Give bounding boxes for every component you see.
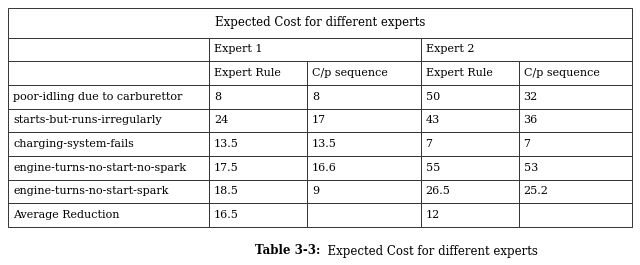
Bar <box>307 156 420 180</box>
Text: 17.5: 17.5 <box>214 163 239 173</box>
Text: engine-turns-no-start-spark: engine-turns-no-start-spark <box>13 187 168 196</box>
Bar <box>518 156 632 180</box>
Bar <box>420 61 518 85</box>
Bar <box>209 61 307 85</box>
Bar <box>307 109 420 132</box>
Text: 8: 8 <box>312 92 319 102</box>
Text: 17: 17 <box>312 116 326 125</box>
Text: 7: 7 <box>426 139 433 149</box>
Text: 26.5: 26.5 <box>426 187 451 196</box>
Bar <box>518 132 632 156</box>
Bar <box>518 203 632 227</box>
Text: 16.5: 16.5 <box>214 210 239 220</box>
Text: 13.5: 13.5 <box>214 139 239 149</box>
Text: Expert Rule: Expert Rule <box>426 68 492 78</box>
Bar <box>8 61 209 85</box>
Bar <box>209 38 420 61</box>
Bar <box>420 109 518 132</box>
Bar <box>209 132 307 156</box>
Text: C/p sequence: C/p sequence <box>524 68 600 78</box>
Bar <box>518 61 632 85</box>
Bar <box>209 156 307 180</box>
Bar <box>307 85 420 109</box>
Bar <box>420 132 518 156</box>
Bar <box>420 85 518 109</box>
Text: 18.5: 18.5 <box>214 187 239 196</box>
Text: Expected Cost for different experts: Expected Cost for different experts <box>320 245 538 258</box>
Text: Expert 2: Expert 2 <box>426 45 474 54</box>
Bar <box>307 203 420 227</box>
Bar <box>209 109 307 132</box>
Bar <box>420 38 632 61</box>
Bar <box>420 180 518 203</box>
Text: starts-but-runs-irregularly: starts-but-runs-irregularly <box>13 116 162 125</box>
Bar <box>518 180 632 203</box>
Text: 16.6: 16.6 <box>312 163 337 173</box>
Text: 36: 36 <box>524 116 538 125</box>
Bar <box>8 180 209 203</box>
Bar <box>8 156 209 180</box>
Bar <box>307 61 420 85</box>
Text: 50: 50 <box>426 92 440 102</box>
Bar <box>420 156 518 180</box>
Text: Table 3-3:: Table 3-3: <box>255 245 320 258</box>
Text: 43: 43 <box>426 116 440 125</box>
Text: Expected Cost for different experts: Expected Cost for different experts <box>215 16 425 29</box>
Text: 53: 53 <box>524 163 538 173</box>
Bar <box>8 85 209 109</box>
Text: engine-turns-no-start-no-spark: engine-turns-no-start-no-spark <box>13 163 186 173</box>
Bar <box>518 109 632 132</box>
Bar <box>8 38 209 61</box>
Text: 12: 12 <box>426 210 440 220</box>
Bar <box>209 85 307 109</box>
Bar <box>209 180 307 203</box>
Text: 7: 7 <box>524 139 531 149</box>
Text: 55: 55 <box>426 163 440 173</box>
Text: 25.2: 25.2 <box>524 187 548 196</box>
Bar <box>8 132 209 156</box>
Bar <box>307 132 420 156</box>
Text: 32: 32 <box>524 92 538 102</box>
Bar <box>420 203 518 227</box>
Bar <box>518 85 632 109</box>
Bar <box>209 203 307 227</box>
Text: poor-idling due to carburettor: poor-idling due to carburettor <box>13 92 182 102</box>
Text: C/p sequence: C/p sequence <box>312 68 388 78</box>
Bar <box>8 203 209 227</box>
Text: charging-system-fails: charging-system-fails <box>13 139 134 149</box>
Text: 9: 9 <box>312 187 319 196</box>
Text: Expert Rule: Expert Rule <box>214 68 281 78</box>
Text: 8: 8 <box>214 92 221 102</box>
Text: 13.5: 13.5 <box>312 139 337 149</box>
Text: 24: 24 <box>214 116 228 125</box>
Bar <box>307 180 420 203</box>
Text: Expert 1: Expert 1 <box>214 45 262 54</box>
Bar <box>8 109 209 132</box>
Bar <box>8 8 632 38</box>
Text: Average Reduction: Average Reduction <box>13 210 120 220</box>
